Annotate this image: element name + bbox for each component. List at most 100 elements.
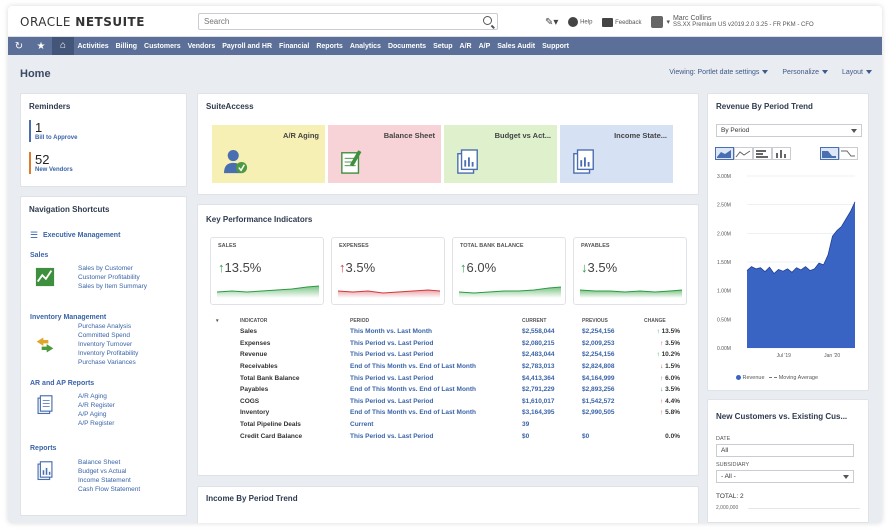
shortcut-link[interactable]: A/R Register bbox=[78, 402, 115, 409]
list-chart-toggle[interactable] bbox=[753, 147, 772, 160]
shortcut-link[interactable]: Cash Flow Statement bbox=[78, 486, 141, 493]
shortcut-link[interactable]: Balance Sheet bbox=[78, 459, 121, 466]
spacer bbox=[216, 338, 240, 350]
kpi-row[interactable]: COGS This Period vs. Last Period $1,610,01… bbox=[216, 396, 686, 408]
change-cell bbox=[644, 419, 686, 431]
kpi-row[interactable]: Total Bank Balance This Period vs. Last P… bbox=[216, 372, 686, 384]
global-search[interactable] bbox=[198, 13, 498, 30]
collapse-caret-icon[interactable]: ▾ bbox=[216, 317, 219, 324]
period-cell[interactable]: End of This Month vs. End of Last Month bbox=[350, 409, 477, 417]
nav-customers[interactable]: Customers bbox=[144, 42, 181, 50]
kpi-card-payables[interactable]: PAYABLES ↓3.5% bbox=[573, 237, 687, 305]
kpi-card-bank-balance[interactable]: TOTAL BANK BALANCE ↑6.0% bbox=[452, 237, 566, 305]
nav-support[interactable]: Support bbox=[542, 42, 569, 50]
reminder-label[interactable]: New Vendors bbox=[35, 167, 73, 173]
chevron-down-icon bbox=[762, 70, 769, 75]
nav-payroll-hr[interactable]: Payroll and HR bbox=[222, 42, 273, 50]
indicator-cell: Total Pipeline Deals bbox=[240, 421, 301, 429]
shortcut-link[interactable]: Income Statement bbox=[78, 477, 131, 484]
trend-line-toggle[interactable] bbox=[839, 147, 858, 160]
period-cell[interactable]: End of This Month vs. End of Last Month bbox=[350, 386, 477, 394]
period-cell[interactable]: End of This Month vs. End of Last Month bbox=[350, 363, 477, 371]
view-settings-dropdown[interactable]: Viewing: Portlet date settings bbox=[669, 69, 769, 76]
nav-activities[interactable]: Activities bbox=[77, 42, 109, 50]
area-chart-toggle[interactable] bbox=[715, 147, 734, 160]
kpi-row[interactable]: Expenses This Period vs. Last Period $2,08… bbox=[216, 338, 686, 350]
nav-ap[interactable]: A/P bbox=[478, 42, 491, 50]
reminder-count[interactable]: 1 bbox=[35, 120, 43, 135]
feedback-link[interactable]: Feedback bbox=[602, 17, 641, 27]
period-select[interactable]: By Period bbox=[716, 124, 862, 137]
nav-reports[interactable]: Reports bbox=[316, 42, 343, 50]
shortcut-link[interactable]: Purchase Analysis bbox=[78, 323, 132, 330]
reminder-label[interactable]: Bill to Approve bbox=[35, 135, 78, 141]
tile-budget-vs-actual[interactable]: Budget vs Act... bbox=[444, 125, 557, 183]
change-value: 4.4% bbox=[665, 397, 680, 405]
tile-income-statement[interactable]: Income State... bbox=[560, 125, 673, 183]
change-cell: ↑ 4.4% bbox=[644, 396, 686, 408]
subsidiary-select[interactable]: - All - bbox=[716, 470, 854, 483]
shortcut-link[interactable]: Customer Profitability bbox=[78, 274, 140, 281]
shortcut-link[interactable]: A/R Aging bbox=[78, 393, 107, 400]
shortcut-link[interactable]: A/P Aging bbox=[78, 411, 107, 418]
search-icon[interactable] bbox=[483, 16, 492, 25]
nav-setup[interactable]: Setup bbox=[433, 42, 453, 50]
period-cell[interactable]: This Period vs. Last Period bbox=[350, 374, 434, 382]
tile-ar-aging[interactable]: A/R Aging bbox=[212, 125, 325, 183]
kpi-row[interactable]: Receivables End of This Month vs. End of … bbox=[216, 361, 686, 373]
line-chart-icon bbox=[35, 267, 55, 287]
shortcut-link[interactable]: Inventory Profitability bbox=[78, 350, 139, 357]
period-cell[interactable]: This Period vs. Last Period bbox=[350, 339, 434, 347]
period-cell[interactable]: This Period vs. Last Period bbox=[350, 432, 434, 440]
netsuite-logo[interactable]: ORACLE NETSUITE bbox=[20, 15, 145, 29]
recent-records-icon[interactable]: ↻ bbox=[14, 40, 24, 52]
shortcut-link[interactable]: Purchase Variances bbox=[78, 359, 136, 366]
trend-area-toggle[interactable] bbox=[820, 147, 839, 160]
shortcuts-star-icon[interactable]: ★ bbox=[36, 40, 46, 52]
period-cell[interactable]: This Month vs. Last Month bbox=[350, 328, 432, 336]
nav-financial[interactable]: Financial bbox=[279, 42, 310, 50]
period-cell[interactable]: Current bbox=[350, 421, 374, 429]
home-icon[interactable]: ⌂ bbox=[52, 37, 74, 55]
kpi-card-expenses[interactable]: EXPENSES ↑3.5% bbox=[331, 237, 445, 305]
shortcut-link[interactable]: Sales by Item Summary bbox=[78, 283, 147, 290]
kpi-row[interactable]: Payables End of This Month vs. End of Las… bbox=[216, 384, 686, 396]
shortcut-link[interactable]: A/P Register bbox=[78, 420, 115, 427]
arrow-down-icon: ↑ bbox=[660, 339, 664, 347]
layout-dropdown[interactable]: Layout bbox=[842, 69, 872, 76]
shortcut-link[interactable]: Inventory Turnover bbox=[78, 341, 133, 348]
create-new-icon[interactable]: ✎▾ bbox=[545, 16, 559, 28]
period-cell[interactable]: This Period vs. Last Period bbox=[350, 397, 434, 405]
nav-sales-audit[interactable]: Sales Audit bbox=[497, 42, 536, 50]
nav-vendors[interactable]: Vendors bbox=[187, 42, 216, 50]
current-cell: $2,558,044 bbox=[522, 328, 555, 336]
help-link[interactable]: Help bbox=[568, 17, 592, 27]
kpi-card-sales[interactable]: SALES ↑13.5% bbox=[210, 237, 324, 305]
personalize-dropdown[interactable]: Personalize bbox=[782, 69, 828, 76]
shortcut-link[interactable]: Sales by Customer bbox=[78, 265, 133, 272]
subsidiary-label: SUBSIDIARY bbox=[716, 462, 750, 468]
nav-documents[interactable]: Documents bbox=[387, 42, 427, 50]
shortcut-link[interactable]: Committed Spend bbox=[78, 332, 131, 339]
kpi-row[interactable]: Sales This Month vs. Last Month $2,558,044… bbox=[216, 326, 686, 338]
kpi-table: ▾ INDICATOR PERIOD CURRENT PREVIOUS CHAN… bbox=[216, 315, 686, 442]
kpi-row[interactable]: Total Pipeline Deals Current 39 bbox=[216, 419, 686, 431]
tile-balance-sheet[interactable]: Balance Sheet bbox=[328, 125, 441, 183]
kpi-row[interactable]: Revenue This Period vs. Last Period $2,483… bbox=[216, 349, 686, 361]
reminder-count[interactable]: 52 bbox=[35, 152, 50, 167]
date-field[interactable]: All bbox=[716, 444, 854, 457]
period-cell[interactable]: This Period vs. Last Period bbox=[350, 351, 434, 359]
kpi-table-body: Sales This Month vs. Last Month $2,558,044… bbox=[216, 326, 686, 442]
revenue-area[interactable] bbox=[747, 201, 855, 348]
nav-billing[interactable]: Billing bbox=[115, 42, 138, 50]
nav-ar[interactable]: A/R bbox=[459, 42, 472, 50]
executive-management-link[interactable]: Executive Management bbox=[43, 232, 121, 239]
user-menu[interactable]: ▾ Marc Collins SS.XX Premium US v2019.2.… bbox=[651, 15, 814, 29]
kpi-row[interactable]: Inventory End of This Month vs. End of La… bbox=[216, 407, 686, 419]
bar-chart-toggle[interactable] bbox=[772, 147, 791, 160]
search-input[interactable] bbox=[199, 14, 469, 29]
shortcut-link[interactable]: Budget vs Actual bbox=[78, 468, 127, 475]
line-chart-toggle[interactable] bbox=[734, 147, 753, 160]
nav-analytics[interactable]: Analytics bbox=[349, 42, 381, 50]
kpi-row[interactable]: Credit Card Balance This Period vs. Last … bbox=[216, 430, 686, 442]
